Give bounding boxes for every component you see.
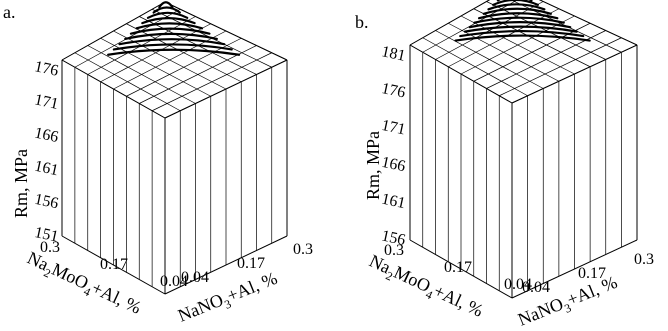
contour-line — [118, 38, 226, 46]
y-axis-label-b-sub1: 3 — [562, 301, 573, 316]
y-tick-label: 0.17 — [237, 255, 265, 272]
surface-mesh-line — [126, 23, 242, 83]
y-tick-label: 0.3 — [634, 251, 654, 268]
contour-line — [152, 6, 181, 14]
y-tick-label: 0.3 — [293, 241, 313, 258]
surface-mesh-line — [151, 52, 272, 112]
axes-frame-edge — [164, 1, 288, 61]
axes-frame-edge — [164, 59, 288, 119]
axes-frame-edge — [511, 239, 638, 299]
contour-lines-b — [454, 0, 591, 42]
axes-frame-a — [61, 1, 288, 295]
x-tick-label: 0.04 — [504, 276, 532, 293]
contour-line — [141, 16, 196, 25]
z-tick-label: 166 — [380, 154, 407, 176]
z-axis-label-a: Rm, MPa — [11, 149, 31, 218]
axes-frame-edge — [61, 235, 166, 295]
y-axis-label-a-sub1: 3 — [222, 297, 233, 312]
x-tick-label: 0.17 — [100, 256, 128, 273]
contour-line — [473, 16, 565, 24]
y-tick-label: 0.04 — [522, 279, 550, 296]
z-tick-label: 156 — [33, 191, 60, 213]
z-tick-label: 171 — [380, 117, 407, 139]
panel-label-a: a. — [3, 2, 16, 22]
z-tick-label: 181 — [380, 43, 407, 65]
surface-grid-b — [409, 0, 638, 298]
y-axis-label-a-part1: NaNO — [175, 290, 226, 326]
y-axis-label-b-part1: NaNO — [515, 294, 566, 330]
z-tick-label: 166 — [33, 125, 60, 147]
y-tick-label: 0.04 — [181, 269, 209, 286]
x-axis-label-a-sub2: 4 — [82, 284, 93, 299]
x-ticks-a: 0.3 0.17 0.04 — [40, 239, 188, 290]
axes-frame-b — [409, 0, 638, 299]
z-ticks-a: 176 171 166 161 156 151 — [33, 58, 60, 245]
surface-mesh-line — [499, 37, 622, 97]
z-tick-label: 151 — [33, 224, 60, 246]
y-ticks-b: 0.04 0.17 0.3 — [522, 251, 654, 296]
panel-label-b: b. — [355, 12, 369, 32]
contour-line — [454, 34, 591, 42]
contour-lines-a — [107, 1, 241, 56]
contour-line — [468, 21, 572, 29]
x-tick-label: 0.04 — [160, 273, 188, 290]
contour-line — [459, 29, 585, 38]
x-tick-label: 0.3 — [384, 242, 404, 259]
x-axis-label-a-part3: +Al, % — [89, 278, 145, 318]
axes-frame-edge — [61, 1, 166, 61]
z-tick-label: 161 — [380, 191, 407, 213]
axes-frame-edge — [538, 0, 638, 46]
x-axis-label-a-sub1: 2 — [42, 265, 53, 280]
contour-line — [492, 0, 539, 6]
z-ticks-b: 181 176 171 166 161 156 — [380, 43, 407, 249]
contour-line — [146, 11, 189, 19]
axes-frame-edge — [61, 59, 166, 119]
z-tick-label: 176 — [380, 80, 407, 102]
z-tick-label: 161 — [33, 158, 60, 180]
z-tick-label: 156 — [380, 227, 407, 249]
x-tick-label: 0.3 — [40, 239, 60, 256]
contour-line — [487, 3, 546, 11]
contour-line — [482, 7, 552, 15]
z-tick-label: 171 — [33, 91, 60, 113]
x-axis-label-b-sub1: 2 — [384, 268, 395, 283]
contour-line — [124, 32, 218, 41]
surface-mesh-line — [473, 22, 591, 82]
contour-line — [129, 27, 211, 35]
axes-frame-edge — [409, 44, 513, 104]
axes-frame-edge — [164, 235, 288, 295]
y-ticks-a: 0.04 0.17 0.3 — [181, 241, 313, 286]
x-ticks-b: 0.3 0.17 0.04 — [384, 242, 532, 293]
x-tick-label: 0.17 — [444, 259, 472, 276]
contour-line — [463, 25, 578, 33]
axes-frame-edge — [409, 239, 513, 299]
y-axis-label-a-part2: +Al, % — [224, 268, 280, 306]
contour-line — [107, 48, 241, 56]
axes-frame-edge — [511, 44, 638, 104]
x-axis-label-b-part3: +Al, % — [431, 281, 487, 321]
contour-line — [477, 12, 559, 20]
surface-mesh-line — [486, 1, 606, 60]
surface-mesh-line — [126, 37, 242, 97]
x-axis-label-b-sub2: 4 — [424, 287, 435, 302]
axes-frame-edge — [409, 0, 491, 46]
z-tick-label: 176 — [33, 58, 60, 80]
contour-line — [135, 22, 204, 30]
contour-line — [112, 43, 233, 51]
surface-grid-a — [61, 1, 288, 294]
z-axis-label-b: Rm, MPa — [363, 131, 383, 200]
y-tick-label: 0.17 — [578, 265, 606, 282]
